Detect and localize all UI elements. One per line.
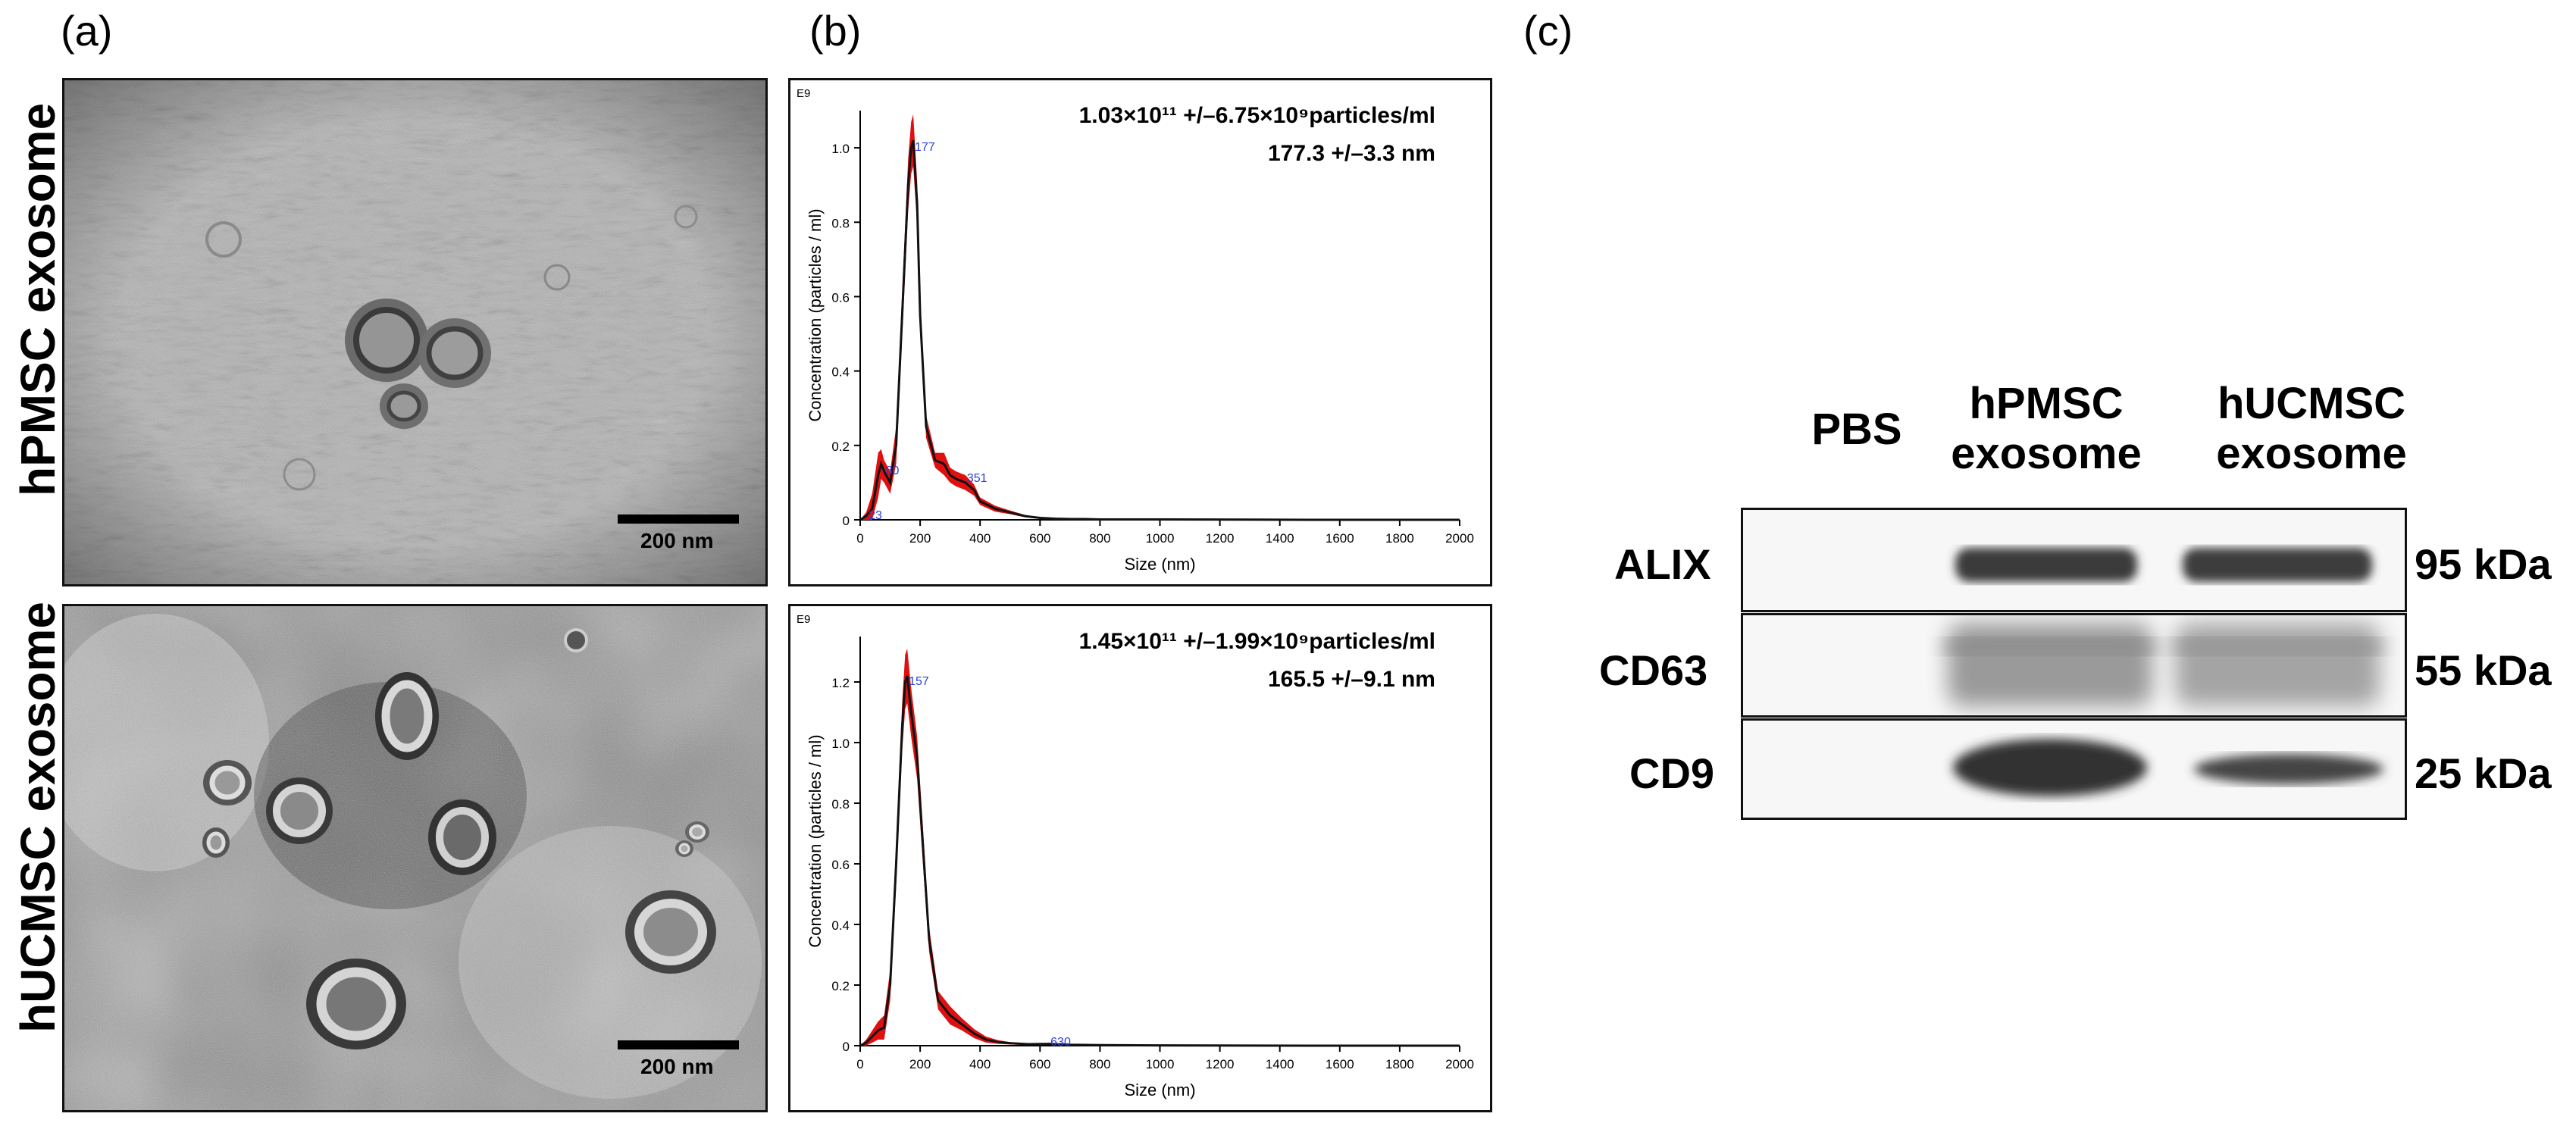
y-tick-label: 0.4: [831, 365, 850, 380]
protein-label-cd63: CD63: [1599, 646, 1708, 694]
row-label-hpmsc: hPMSC exosome: [11, 102, 65, 496]
scale-bar-label: 200 nm: [640, 1055, 714, 1078]
peak-label: 80: [886, 464, 900, 477]
x-tick-label: 800: [1089, 1057, 1110, 1071]
panel-label-b: (b): [809, 7, 862, 55]
x-tick-label: 1600: [1326, 1057, 1354, 1071]
nta-annotation-size: 177.3 +/–3.3 nm: [1268, 141, 1435, 166]
peak-label: 630: [1050, 1036, 1071, 1049]
mw-label-55: 55 kDa: [2415, 646, 2552, 694]
x-axis-label: Size (nm): [1124, 1081, 1195, 1099]
nta-chart-svg-2: E9 0 0.2 0.4 0.6 0.8 1.0 1.2 0 200 400 600 800 1000 12…: [797, 613, 1474, 1099]
mean-line: [859, 675, 1460, 1047]
nta-chart-hucmsc: E9 0 0.2 0.4 0.6 0.8 1.0 1.2 0 200 400 600 800 1000 12…: [788, 604, 1492, 1112]
blot-cd9: [1741, 718, 2407, 820]
x-tick-label: 400: [969, 531, 991, 546]
nta-chart-hpmsc: E9 0 0.2 0.4 0.6 0.8 1.0 0 200 400 600 800 1000 1200 1…: [788, 78, 1492, 586]
scale-bar: [618, 1040, 739, 1049]
row-label-hucmsc: hUCMSC exosome: [11, 602, 65, 1033]
x-tick-label: 1400: [1266, 1057, 1294, 1071]
lane-label-hpmsc-line1: hPMSC: [1969, 379, 2124, 428]
x-tick-label: 1000: [1146, 1057, 1175, 1071]
x-tick-label: 1600: [1326, 531, 1354, 546]
y-tick-label: 0.2: [831, 979, 850, 993]
x-tick-label: 2000: [1445, 1057, 1474, 1071]
y-tick-label: 1.2: [831, 676, 850, 690]
y-multiplier: E9: [797, 613, 810, 626]
lane-label-hpmsc-line2: exosome: [1951, 429, 2142, 478]
lane-label-hucmsc-line1: hUCMSC: [2217, 379, 2406, 428]
y-axis-label: Concentration (particles / ml): [806, 734, 825, 947]
x-tick-label: 0: [856, 531, 863, 546]
y-tick-label: 0.4: [831, 918, 850, 933]
y-tick-label: 0.2: [831, 439, 850, 454]
x-tick-label: 1000: [1146, 531, 1175, 546]
y-tick-label: 1.0: [831, 142, 850, 156]
x-axis-label: Size (nm): [1124, 555, 1195, 574]
y-axis-label: Concentration (particles / ml): [806, 208, 825, 421]
nta-annotation-size: 165.5 +/–9.1 nm: [1268, 667, 1435, 692]
peak-label: 157: [909, 675, 929, 688]
panel-label-a: (a): [61, 7, 113, 55]
protein-label-cd9: CD9: [1629, 749, 1715, 797]
peak-label: 177: [915, 141, 935, 154]
y-tick-label: 0.8: [831, 797, 850, 812]
lane-label-pbs: PBS: [1811, 405, 1902, 454]
x-tick-label: 200: [909, 1057, 931, 1071]
x-tick-label: 1200: [1206, 531, 1235, 546]
y-tick-label: 0.6: [831, 290, 850, 305]
y-tick-label: 0: [843, 514, 850, 528]
x-tick-label: 0: [856, 1057, 863, 1071]
x-tick-label: 600: [1029, 1057, 1050, 1071]
mw-label-25: 25 kDa: [2415, 749, 2552, 797]
x-tick-label: 1800: [1385, 1057, 1414, 1071]
y-tick-label: 0.8: [831, 216, 850, 230]
protein-label-alix: ALIX: [1614, 540, 1711, 588]
tem-image-hucmsc: 200 nm: [62, 604, 768, 1112]
error-band: [860, 114, 1460, 521]
x-tick-label: 2000: [1445, 531, 1474, 546]
x-tick-label: 600: [1029, 531, 1050, 546]
scale-bar-label: 200 nm: [640, 529, 714, 552]
error-band: [860, 649, 1460, 1046]
blot-cd63: [1741, 613, 2407, 718]
x-tick-label: 1800: [1385, 531, 1414, 546]
x-tick-label: 1200: [1206, 1057, 1235, 1071]
x-tick-label: 400: [969, 1057, 991, 1071]
nta-annotation-concentration: 1.03×10¹¹ +/–6.75×10⁹particles/ml: [1078, 103, 1435, 128]
nta-chart-svg-1: E9 0 0.2 0.4 0.6 0.8 1.0 0 200 400 600 800 1000 1200 1…: [797, 87, 1474, 574]
x-tick-label: 800: [1089, 531, 1110, 546]
y-tick-label: 0: [843, 1040, 850, 1054]
panel-label-c: (c): [1523, 7, 1573, 55]
x-tick-label: 200: [909, 531, 931, 546]
x-tick-label: 1400: [1266, 531, 1294, 546]
lane-label-hucmsc: hUCMSC exosome: [2183, 379, 2440, 479]
nta-annotation-concentration: 1.45×10¹¹ +/–1.99×10⁹particles/ml: [1078, 629, 1435, 654]
mw-label-95: 95 kDa: [2415, 540, 2552, 588]
tem-image-hpmsc: 200 nm: [62, 78, 768, 586]
y-tick-label: 0.6: [831, 858, 850, 872]
peak-label: 23: [869, 509, 882, 522]
y-multiplier: E9: [797, 87, 810, 100]
lane-label-hucmsc-line2: exosome: [2216, 429, 2407, 478]
blot-alix: [1741, 508, 2407, 612]
peak-label: 351: [967, 472, 988, 485]
mean-line: [859, 139, 1460, 521]
scale-bar: [618, 515, 739, 524]
y-tick-label: 1.0: [831, 737, 850, 751]
lane-label-hpmsc: hPMSC exosome: [1925, 379, 2168, 479]
